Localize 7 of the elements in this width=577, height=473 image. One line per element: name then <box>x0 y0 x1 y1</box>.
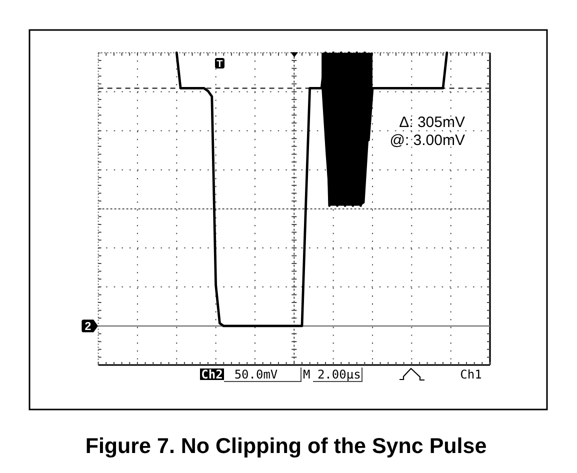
annotation: Δ: 305mV <box>399 114 465 131</box>
text: Ch1 <box>460 368 482 382</box>
annotation: 2 <box>84 321 92 334</box>
text: Figure 7. No Clipping of the Sync Pulse <box>85 434 487 458</box>
text: M 2.00µs <box>303 368 361 382</box>
annotation: @: 3.00mV <box>390 132 465 149</box>
text: 50.0mV <box>234 368 278 382</box>
